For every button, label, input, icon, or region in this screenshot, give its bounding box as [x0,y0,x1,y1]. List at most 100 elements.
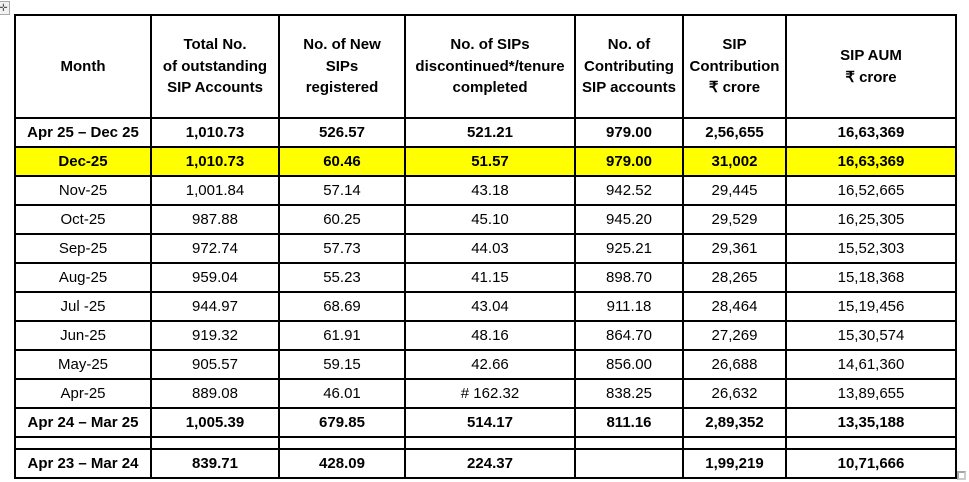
table-row-nov25: Nov-25 1,001.84 57.14 43.18 942.52 29,44… [14,175,957,206]
value-cell [150,436,280,450]
table-row-may25: May-25 905.57 59.15 42.66 856.00 26,688 … [14,349,957,380]
table-move-handle-icon[interactable]: ✛ [0,1,10,15]
value-cell: 29,529 [682,204,787,235]
table-row-sep25: Sep-25 972.74 57.73 44.03 925.21 29,361 … [14,233,957,264]
month-cell: Oct-25 [14,204,152,235]
value-cell: 43.04 [404,291,576,322]
value-cell: 959.04 [150,262,280,293]
sip-data-table: Month Total No. of outstanding SIP Accou… [14,14,957,479]
value-cell: 10,71,666 [785,448,957,479]
value-cell: 428.09 [278,448,406,479]
column-header-contribution: SIP Contribution ₹ crore [682,14,787,119]
value-cell: 2,56,655 [682,117,787,148]
value-cell [682,436,787,450]
table-row-dec25-highlighted: Dec-25 1,010.73 60.46 51.57 979.00 31,00… [14,146,957,177]
value-cell: 42.66 [404,349,576,380]
value-cell: 29,361 [682,233,787,264]
value-cell: 919.32 [150,320,280,351]
value-cell: 911.18 [574,291,684,322]
value-cell: 889.08 [150,378,280,409]
value-cell: 43.18 [404,175,576,206]
value-cell: 41.15 [404,262,576,293]
value-cell: 15,19,456 [785,291,957,322]
value-cell: 61.91 [278,320,406,351]
value-cell: 987.88 [150,204,280,235]
table-row-jun25: Jun-25 919.32 61.91 48.16 864.70 27,269 … [14,320,957,351]
value-cell: 57.14 [278,175,406,206]
value-cell: 45.10 [404,204,576,235]
value-cell: 26,632 [682,378,787,409]
value-cell: 898.70 [574,262,684,293]
value-cell: 13,35,188 [785,407,957,438]
table-row-apr25: Apr-25 889.08 46.01 # 162.32 838.25 26,6… [14,378,957,409]
table-row-jul25: Jul -25 944.97 68.69 43.04 911.18 28,464… [14,291,957,322]
value-cell: 15,52,303 [785,233,957,264]
value-cell: 1,010.73 [150,146,280,177]
value-cell: 1,001.84 [150,175,280,206]
value-cell: 57.73 [278,233,406,264]
table-row-apr23-mar24: Apr 23 – Mar 24 839.71 428.09 224.37 1,9… [14,448,957,479]
value-cell: 925.21 [574,233,684,264]
value-cell: 13,89,655 [785,378,957,409]
table-row-oct25: Oct-25 987.88 60.25 45.10 945.20 29,529 … [14,204,957,235]
column-header-outstanding: Total No. of outstanding SIP Accounts [150,14,280,119]
value-cell [785,436,957,450]
header-row: Month Total No. of outstanding SIP Accou… [14,14,957,119]
month-cell: Dec-25 [14,146,152,177]
value-cell: 972.74 [150,233,280,264]
value-cell: 60.46 [278,146,406,177]
value-cell: 942.52 [574,175,684,206]
column-header-month: Month [14,14,152,119]
column-header-contributing: No. of Contributing SIP accounts [574,14,684,119]
value-cell: 1,010.73 [150,117,280,148]
value-cell: 51.57 [404,146,576,177]
value-cell: 14,61,360 [785,349,957,380]
value-cell: 838.25 [574,378,684,409]
value-cell: 679.85 [278,407,406,438]
value-cell: 1,005.39 [150,407,280,438]
value-cell: 15,30,574 [785,320,957,351]
month-cell: Sep-25 [14,233,152,264]
value-cell: 864.70 [574,320,684,351]
value-cell: 839.71 [150,448,280,479]
value-cell: 224.37 [404,448,576,479]
value-cell: 16,25,305 [785,204,957,235]
value-cell: 60.25 [278,204,406,235]
value-cell: 28,464 [682,291,787,322]
value-cell: 28,265 [682,262,787,293]
month-cell: Aug-25 [14,262,152,293]
month-cell: Apr 25 – Dec 25 [14,117,152,148]
value-cell: 1,99,219 [682,448,787,479]
value-cell: 16,63,369 [785,117,957,148]
value-cell [574,448,684,479]
month-cell [14,436,152,450]
value-cell: 944.97 [150,291,280,322]
value-cell [404,436,576,450]
value-cell: 2,89,352 [682,407,787,438]
value-cell [278,436,406,450]
month-cell: May-25 [14,349,152,380]
month-cell: Apr-25 [14,378,152,409]
month-cell: Jul -25 [14,291,152,322]
value-cell: 16,52,665 [785,175,957,206]
table-row-apr25-dec25: Apr 25 – Dec 25 1,010.73 526.57 521.21 9… [14,117,957,148]
month-cell: Jun-25 [14,320,152,351]
value-cell: 979.00 [574,146,684,177]
table-row-spacer [14,436,957,450]
value-cell [574,436,684,450]
month-cell: Apr 24 – Mar 25 [14,407,152,438]
value-cell: 856.00 [574,349,684,380]
value-cell: 526.57 [278,117,406,148]
table-resize-handle[interactable] [957,471,966,480]
value-cell: 46.01 [278,378,406,409]
value-cell: 26,688 [682,349,787,380]
value-cell: 48.16 [404,320,576,351]
value-cell: # 162.32 [404,378,576,409]
value-cell: 945.20 [574,204,684,235]
column-header-aum: SIP AUM ₹ crore [785,14,957,119]
value-cell: 27,269 [682,320,787,351]
value-cell: 979.00 [574,117,684,148]
value-cell: 68.69 [278,291,406,322]
value-cell: 811.16 [574,407,684,438]
